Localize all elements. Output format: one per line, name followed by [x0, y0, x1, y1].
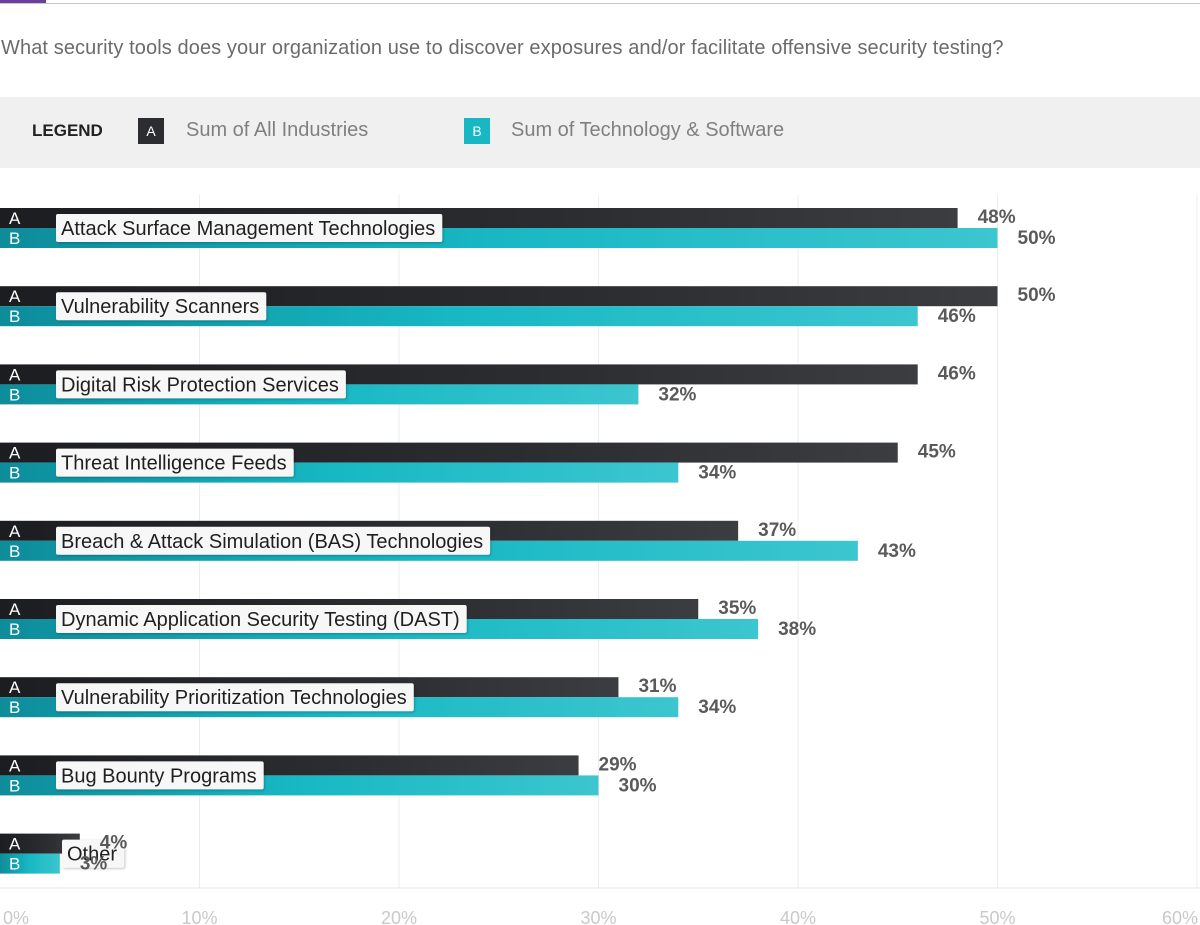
bar-marker-a: A: [9, 287, 21, 306]
bar-marker-a: A: [9, 365, 21, 384]
bar-series-b: [0, 853, 60, 874]
value-label-a: 46%: [938, 363, 976, 384]
bar-marker-a: A: [9, 444, 21, 463]
value-label-b: 32%: [658, 384, 696, 405]
bar-marker-b: B: [9, 542, 20, 561]
category-label-box: [56, 761, 264, 790]
category-label: Vulnerability Scanners: [61, 296, 259, 318]
value-label-b: 34%: [698, 697, 736, 718]
category-label: Attack Surface Management Technologies: [61, 218, 435, 240]
bar-marker-a: A: [9, 756, 21, 775]
bar-marker-a: A: [9, 835, 21, 854]
bar-marker-b: B: [9, 776, 20, 795]
legend-swatch-b: B: [464, 118, 490, 144]
category-label-box: [56, 605, 467, 633]
category-group: AB Vulnerability Prioritization Technolog…: [0, 676, 736, 718]
top-accent-bar: [0, 0, 46, 4]
legend-label-a: Sum of All Industries: [186, 119, 369, 141]
category-label: Threat Intelligence Feeds: [61, 453, 287, 475]
value-label-b: 50%: [1018, 228, 1056, 249]
x-tick-label: 40%: [780, 908, 816, 925]
x-tick-label: 10%: [181, 908, 217, 925]
bar-marker-b: B: [9, 385, 20, 404]
category-label-box: [56, 292, 267, 321]
value-label-a: 31%: [638, 676, 676, 697]
x-axis-ticks: 0% 10% 20% 30% 40% 50% 60%: [3, 908, 1198, 925]
x-tick-label: 30%: [580, 908, 616, 925]
value-label-a: 29%: [599, 754, 637, 775]
category-group: AB Breach & Attack Simulation (BAS) Techn…: [0, 520, 916, 562]
category-label-box: [56, 526, 491, 555]
category-group: AB Threat Intelligence Feeds 45% 34%: [0, 442, 956, 484]
bar-marker-a: A: [9, 209, 21, 228]
category-label: Other: [67, 844, 117, 866]
bar-marker-b: B: [9, 229, 20, 248]
category-label-box: [56, 214, 443, 242]
bar-marker-b: B: [9, 698, 20, 717]
category-group: AB Digital Risk Protection Services 46% 32%: [0, 363, 976, 405]
category-label: Dynamic Application Security Testing (DA…: [61, 609, 460, 631]
x-tick-label: 0%: [3, 908, 29, 925]
bar-marker-a: A: [9, 678, 21, 697]
category-label-box: [56, 448, 294, 477]
category-label: Vulnerability Prioritization Technologie…: [61, 687, 407, 709]
category-label-box: [62, 839, 125, 868]
value-label-a: 37%: [758, 520, 796, 541]
category-label: Breach & Attack Simulation (BAS) Technol…: [61, 531, 483, 553]
category-group: AB Attack Surface Management Technologies…: [0, 207, 1056, 249]
survey-question: What security tools does your organizati…: [1, 37, 1004, 59]
value-label-b: 43%: [878, 541, 916, 562]
bar-marker-a: A: [9, 600, 21, 619]
category-label: Bug Bounty Programs: [61, 765, 257, 787]
value-label-b: 46%: [938, 306, 976, 327]
value-label-b: 3%: [80, 854, 108, 875]
category-label: Digital Risk Protection Services: [61, 374, 339, 396]
value-label-a: 48%: [978, 207, 1016, 228]
legend-label-b: Sum of Technology & Software: [511, 119, 785, 141]
value-label-b: 38%: [778, 619, 816, 640]
category-group: AB Bug Bounty Programs 29%30%: [0, 754, 657, 796]
legend: LEGEND A Sum of All Industries B Sum of …: [0, 97, 1200, 168]
bar-series-a: [0, 833, 80, 854]
x-tick-label: 50%: [979, 908, 1015, 925]
bar-marker-a: A: [9, 522, 21, 541]
legend-title: LEGEND: [32, 121, 103, 140]
category-label-box: [56, 370, 346, 399]
bar-marker-b: B: [9, 855, 20, 874]
value-label-b: 34%: [698, 463, 736, 484]
category-group: AB Dynamic Application Security Testing (…: [0, 598, 816, 640]
category-group: AB Vulnerability Scanners 50% 46%: [0, 285, 1056, 327]
value-label-a: 50%: [1018, 285, 1056, 306]
value-label-a: 35%: [718, 598, 756, 619]
value-label-b: 30%: [619, 775, 657, 796]
category-label-box: [56, 683, 414, 712]
bar-marker-b: B: [9, 620, 20, 639]
value-label-a: 45%: [918, 442, 956, 463]
bar-marker-b: B: [9, 464, 20, 483]
legend-swatch-a: A: [138, 118, 164, 144]
bar-marker-b: B: [9, 307, 20, 326]
x-tick-label: 60%: [1162, 908, 1198, 925]
top-divider: [0, 3, 1200, 4]
x-tick-label: 20%: [381, 908, 417, 925]
value-label-a: 4%: [100, 833, 128, 854]
